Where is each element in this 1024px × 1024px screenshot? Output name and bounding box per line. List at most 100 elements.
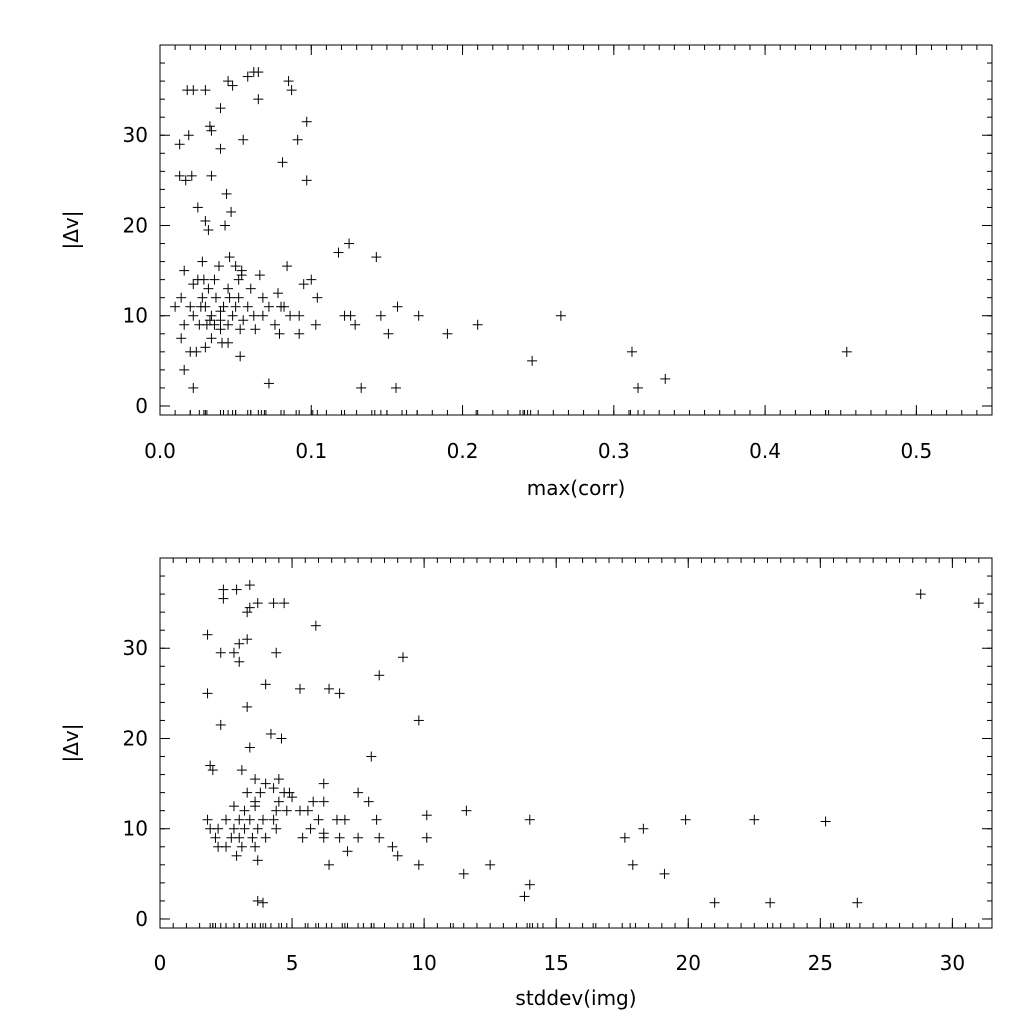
- data-point: [215, 143, 226, 154]
- data-point: [318, 832, 329, 843]
- data-point: [339, 814, 350, 825]
- data-point: [215, 647, 226, 658]
- data-point: [228, 823, 239, 834]
- data-point: [174, 170, 185, 181]
- data-point: [279, 598, 290, 609]
- data-point: [202, 814, 213, 825]
- data-point: [308, 796, 319, 807]
- data-point: [287, 792, 298, 803]
- data-point: [235, 324, 246, 335]
- data-point: [242, 701, 253, 712]
- data-point: [313, 814, 324, 825]
- data-point: [254, 270, 265, 281]
- data-point: [345, 310, 356, 321]
- x-tick-label: 20: [676, 951, 701, 975]
- data-point: [250, 774, 261, 785]
- y-tick-label: 0: [135, 394, 148, 418]
- data-point: [286, 85, 297, 96]
- y-tick-label: 20: [123, 726, 148, 750]
- data-point: [306, 274, 317, 285]
- x-axis-label: stddev(img): [515, 986, 636, 1010]
- data-point: [841, 346, 852, 357]
- data-point: [387, 841, 398, 852]
- data-point: [524, 814, 535, 825]
- data-point: [392, 301, 403, 312]
- data-point: [638, 823, 649, 834]
- data-point: [203, 283, 214, 294]
- x-tick-label: 5: [286, 951, 299, 975]
- data-point: [236, 765, 247, 776]
- data-point: [210, 832, 221, 843]
- data-point: [188, 310, 199, 321]
- data-point: [242, 71, 253, 82]
- data-point: [215, 719, 226, 730]
- x-axis-label: max(corr): [527, 476, 626, 500]
- panel-max-corr: 0.0 0.1 0.2 0.3 0.4 0.5 0 10 20 30 max(corr) |Δv|: [59, 44, 993, 500]
- panel-stddev-img: 0 5 10 15 20 25 30 0 10 20 30 stddev(img) |Δv|: [59, 557, 993, 1010]
- data-point: [228, 647, 239, 658]
- data-point: [244, 742, 255, 753]
- data-point: [442, 328, 453, 339]
- data-point: [221, 188, 232, 199]
- data-point: [383, 328, 394, 339]
- data-point: [294, 683, 305, 694]
- data-point: [260, 832, 271, 843]
- data-point: [245, 283, 256, 294]
- data-point: [765, 897, 776, 908]
- x-tick-label: 15: [543, 951, 568, 975]
- x-tick-label: 0.1: [295, 439, 327, 463]
- data-point: [268, 814, 279, 825]
- data-point: [285, 310, 296, 321]
- data-point: [206, 125, 217, 136]
- data-point: [302, 805, 313, 816]
- data-point: [485, 859, 496, 870]
- data-point: [231, 584, 242, 595]
- x-tick-label: 0.0: [144, 439, 176, 463]
- data-point: [324, 683, 335, 694]
- data-point: [215, 103, 226, 114]
- data-point: [392, 850, 403, 861]
- data-point: [252, 598, 263, 609]
- data-point: [334, 688, 345, 699]
- x-tick-label: 0.2: [447, 439, 479, 463]
- data-point: [252, 895, 263, 906]
- data-point: [179, 265, 190, 276]
- data-point: [258, 897, 269, 908]
- data-point: [218, 593, 229, 604]
- data-point: [472, 319, 483, 330]
- data-point: [180, 175, 191, 186]
- data-point: [366, 751, 377, 762]
- data-point: [233, 274, 244, 285]
- y-tick-label: 0: [135, 907, 148, 931]
- data-point: [915, 589, 926, 600]
- data-point: [252, 855, 263, 866]
- data-point: [260, 778, 271, 789]
- data-point: [248, 310, 259, 321]
- data-point: [272, 288, 283, 299]
- data-point: [350, 319, 361, 330]
- data-point: [188, 382, 199, 393]
- data-point: [200, 215, 211, 226]
- data-point: [242, 301, 253, 312]
- data-point: [223, 337, 234, 348]
- data-point: [215, 306, 226, 317]
- data-point: [234, 656, 245, 667]
- plot-frame: [159, 44, 993, 416]
- data-point: [269, 319, 280, 330]
- data-point: [294, 328, 305, 339]
- data-point: [209, 319, 220, 330]
- data-point: [223, 319, 234, 330]
- data-point: [527, 355, 538, 366]
- data-point: [301, 116, 312, 127]
- data-point: [236, 841, 247, 852]
- data-point: [191, 346, 202, 357]
- data-point: [223, 283, 234, 294]
- data-point: [281, 805, 292, 816]
- data-point: [224, 252, 235, 263]
- data-point: [626, 346, 637, 357]
- data-point: [277, 157, 288, 168]
- data-point: [206, 310, 217, 321]
- data-point: [213, 823, 224, 834]
- data-point: [238, 315, 249, 326]
